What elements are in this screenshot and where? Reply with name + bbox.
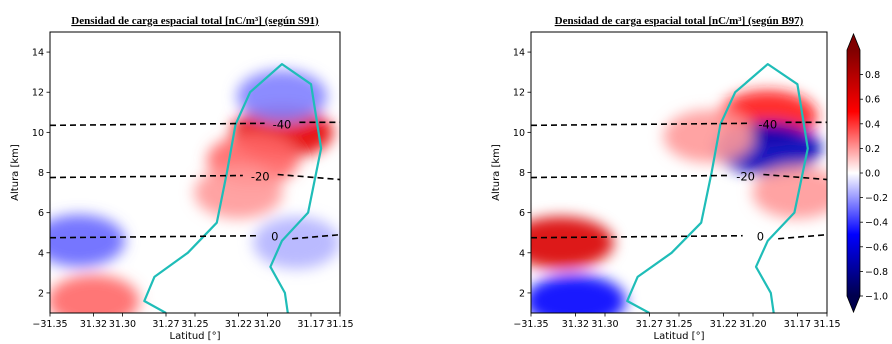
y-tick-label: 6 <box>38 208 44 219</box>
colorbar-extend-max <box>847 34 860 50</box>
chart-panel-2: 0-20-40−31.35 31.32 31.30 31.27 31.25 31.22 31… <box>491 15 841 342</box>
colorbar-tick-label: −1.0 <box>865 292 888 303</box>
y-tick-label: 10 <box>32 128 44 139</box>
charge-cell-4 <box>531 274 626 313</box>
isotherm-line <box>530 234 743 239</box>
cloud-outline <box>143 62 323 313</box>
charge-cell-3 <box>531 216 614 269</box>
charge-cell-3 <box>50 214 125 267</box>
x-tick-label: −31.35 <box>513 319 548 330</box>
chart-title: Densidad de carga espacial total [nC/m³]… <box>71 15 319 27</box>
isotherm-line <box>292 233 341 240</box>
charge-cell-4 <box>50 274 140 313</box>
colorbar-gradient <box>847 50 860 296</box>
isotherm-label: -20 <box>251 170 270 184</box>
isotherm-label: 0 <box>757 230 764 244</box>
y-tick-label: 10 <box>513 128 525 139</box>
y-tick-label: 4 <box>38 248 44 259</box>
y-tick-label: 6 <box>519 208 525 219</box>
colorbar-tick-label: 0.2 <box>865 144 880 155</box>
x-tick-label: 31.30 <box>109 319 136 330</box>
y-tick-label: 12 <box>513 88 525 99</box>
x-axis-label: Latitud [°] <box>170 331 221 342</box>
colorbar-tick-label: −0.2 <box>865 193 888 204</box>
x-tick-label: 31.22 <box>225 319 252 330</box>
charge-cell-6 <box>752 166 827 219</box>
isotherm-line <box>530 122 751 127</box>
x-tick-label: 31.20 <box>739 319 766 330</box>
isotherm-label: -40 <box>273 117 292 131</box>
colorbar-tick-label: −0.6 <box>865 242 888 253</box>
chart-panel-1: 0-20-40−31.35 31.32 31.30 31.27 31.25 31.22 31… <box>10 15 354 342</box>
isotherm-line <box>49 174 243 179</box>
isotherm-label: 0 <box>271 230 278 244</box>
cloud-outline <box>626 62 809 313</box>
colorbar-tick-label: −0.8 <box>865 267 888 278</box>
y-tick-label: 8 <box>519 168 525 179</box>
colorbar: 0.8 0.6 0.4 0.2 0.0 −0.2 −0.4 −0.6 −0.8 −1.0 <box>846 32 888 314</box>
x-tick-label: 31.25 <box>665 319 692 330</box>
colorbar-tick-label: 0.6 <box>865 95 880 106</box>
isotherm-line <box>763 173 828 181</box>
y-tick-label: 2 <box>38 288 44 299</box>
isotherm-line <box>778 233 828 240</box>
y-tick-label: 8 <box>38 168 44 179</box>
isotherm-label: -20 <box>736 170 755 184</box>
x-tick-label: 31.17 <box>784 319 811 330</box>
isotherm-line <box>530 174 728 179</box>
y-tick-label: 14 <box>513 48 525 59</box>
x-tick-label: 31.32 <box>80 319 107 330</box>
chart-title: Densidad de carga espacial total [nC/m³]… <box>555 15 804 27</box>
x-tick-label: 31.15 <box>326 319 353 330</box>
x-tick-label: 31.25 <box>181 319 208 330</box>
x-tick-label: 31.32 <box>562 319 589 330</box>
x-tick-label: 31.17 <box>297 319 324 330</box>
x-axis-label: Latitud [°] <box>654 331 705 342</box>
y-tick-label: 2 <box>519 288 525 299</box>
charge-cell-6 <box>194 166 283 219</box>
y-tick-label: 4 <box>519 248 525 259</box>
x-tick-label: 31.30 <box>591 319 618 330</box>
y-tick-label: 14 <box>32 48 44 59</box>
x-tick-label: 31.27 <box>152 319 179 330</box>
x-tick-label: 31.20 <box>254 319 281 330</box>
y-axis-label: Altura [km] <box>491 144 502 201</box>
colorbar-tick-label: −0.4 <box>865 218 888 229</box>
x-tick-label: −31.35 <box>32 319 67 330</box>
isotherm-line <box>277 173 341 181</box>
x-tick-label: 31.22 <box>710 319 737 330</box>
x-tick-label: 31.15 <box>813 319 840 330</box>
y-tick-label: 12 <box>32 88 44 99</box>
colorbar-extend-min <box>847 296 860 312</box>
isotherm-label: -40 <box>758 117 777 131</box>
isotherm-line <box>49 234 258 239</box>
isotherm-line <box>49 122 265 127</box>
colorbar-tick-label: 0.0 <box>865 169 880 180</box>
y-axis-label: Altura [km] <box>10 144 21 201</box>
charge-cell-5 <box>663 110 754 163</box>
colorbar-tick-label: 0.4 <box>865 119 880 130</box>
x-tick-label: 31.27 <box>636 319 663 330</box>
colorbar-tick-label: 0.8 <box>865 70 880 81</box>
